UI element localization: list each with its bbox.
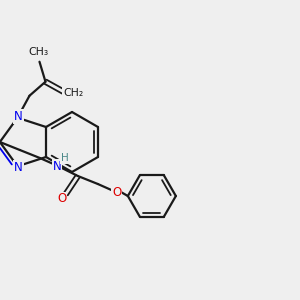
Text: O: O (57, 193, 67, 206)
Text: CH₃: CH₃ (28, 47, 49, 57)
Text: CH₂: CH₂ (63, 88, 84, 98)
Text: O: O (112, 185, 122, 199)
Text: H: H (61, 153, 69, 163)
Text: N: N (14, 110, 23, 123)
Text: N: N (52, 160, 61, 172)
Text: N: N (14, 161, 23, 174)
